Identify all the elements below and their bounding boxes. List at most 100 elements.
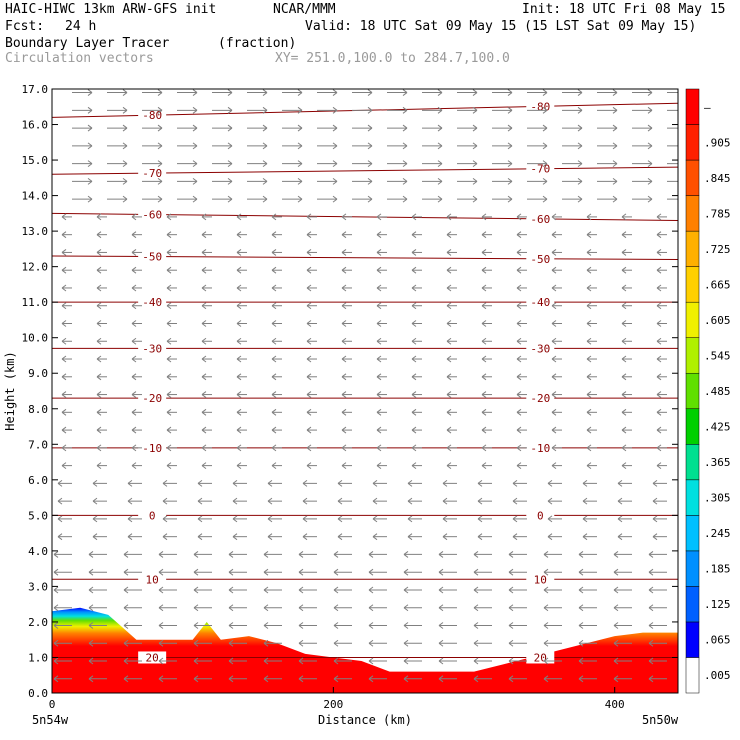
wind-vector-head [271, 391, 277, 398]
wind-vector-head [403, 622, 409, 629]
colorbar-swatch [685, 372, 700, 410]
wind-vector-head [87, 89, 93, 96]
wind-vector-head [96, 213, 102, 221]
isotherm-label-bg [138, 441, 167, 454]
y-tick-label: 10.0 [22, 332, 49, 345]
wind-vector-head [613, 551, 619, 558]
wind-vector-head [647, 160, 653, 168]
wind-vector-head [481, 426, 487, 434]
x-tick-label: 200 [323, 698, 343, 711]
wind-vector-head [302, 479, 308, 487]
wind-vector-head [298, 675, 304, 683]
wind-vector-head [232, 479, 238, 487]
wind-vector-head [551, 231, 557, 239]
isotherm-label-bg [138, 167, 167, 180]
wind-vector-head [516, 444, 522, 452]
wind-vector-head [407, 533, 413, 541]
wind-vector-head [227, 195, 233, 203]
wind-vector-head [157, 177, 163, 185]
wind-vector-head [481, 302, 487, 310]
wind-vector-head [376, 266, 382, 274]
wind-vector-head [621, 231, 627, 239]
wind-vector-head [228, 622, 234, 629]
isotherm-label: -60 [142, 208, 162, 221]
wind-vector-head [612, 106, 618, 114]
wind-vector-head [122, 177, 128, 185]
wind-vector-head [332, 160, 338, 168]
wind-vector-head [507, 177, 513, 185]
wind-vector-head [411, 284, 417, 292]
wind-vector-head [411, 249, 417, 256]
wind-vector-head [298, 586, 304, 594]
isotherm-label-bg [526, 100, 555, 113]
wind-vector-head [306, 266, 312, 274]
wind-vector-head [577, 106, 583, 114]
wind-vector-head [586, 337, 592, 345]
wind-vector-head [542, 89, 548, 96]
isotherm-label-bg [526, 212, 555, 225]
wind-vector-head [88, 604, 94, 612]
wind-vector-head [473, 568, 479, 576]
y-tick-label: 13.0 [22, 225, 49, 238]
wind-vector-head [236, 462, 242, 470]
wind-vector-head [577, 89, 583, 96]
wind-vector-head [578, 657, 584, 665]
wind-vector-head [472, 160, 478, 168]
wind-vector-head [621, 426, 627, 434]
wind-vector-head [411, 337, 417, 345]
wind-vector-head [61, 231, 67, 239]
wind-vector-head [586, 426, 592, 434]
wind-vector-head [507, 160, 513, 168]
wind-vector-head [437, 89, 443, 96]
wind-vector-head [551, 266, 557, 274]
wind-vector-head [613, 639, 619, 647]
wind-vector-head [376, 355, 382, 363]
wind-vector-head [442, 479, 448, 487]
wind-vector-head [586, 231, 592, 239]
field-units: (fraction) [218, 36, 297, 51]
wind-vector-head [157, 195, 163, 203]
wind-vector-head [341, 426, 347, 434]
wind-vector-head [507, 106, 513, 114]
wind-vector-head [157, 160, 163, 168]
wind-vector-head [577, 177, 583, 185]
wind-vector-head [96, 355, 102, 363]
wind-vector-head [402, 142, 408, 150]
wind-vector-head [438, 568, 444, 576]
wind-vector-head [586, 249, 592, 256]
wind-vector-head [158, 639, 164, 647]
isotherm-label-bg [138, 342, 167, 355]
wind-vector-head [368, 675, 374, 683]
wind-vector-head [578, 551, 584, 558]
wind-vector-head [88, 551, 94, 558]
colorbar-label: .785 [704, 207, 731, 220]
wind-vector-head [162, 515, 168, 523]
wind-vector-head [87, 177, 93, 185]
colorbar-label: .905 [704, 136, 731, 149]
wind-vector-head [228, 657, 234, 665]
wind-vector-head [158, 568, 164, 576]
wind-vector-head [582, 515, 588, 523]
wind-vector-head [131, 337, 137, 345]
wind-vector-head [87, 142, 93, 150]
wind-vector-head [656, 302, 662, 310]
wind-vector-head [656, 408, 662, 416]
wind-vector-head [446, 284, 452, 292]
wind-vector-head [262, 106, 268, 114]
wind-vector-head [617, 515, 623, 523]
wind-vector-head [446, 426, 452, 434]
wind-vector-head [407, 479, 413, 487]
y-axis: 0.0 1.0 2.0 3.0 4.0 5.0 6.0 7.0 8.0 9.0 10.0 11.0 12… [22, 83, 678, 700]
wind-vector-head [481, 408, 487, 416]
wind-vector-head [473, 586, 479, 594]
field-name: Boundary Layer Tracer [5, 36, 170, 51]
wind-vector-head [407, 497, 413, 505]
wind-vector-head [507, 195, 513, 203]
wind-vector-head [201, 444, 207, 452]
colorbar-label: .005 [704, 669, 731, 682]
wind-vector-head [306, 426, 312, 434]
wind-vector-head [298, 568, 304, 576]
wind-vector-head [162, 497, 168, 505]
wind-vector-head [512, 533, 518, 541]
wind-vector-head [96, 462, 102, 470]
